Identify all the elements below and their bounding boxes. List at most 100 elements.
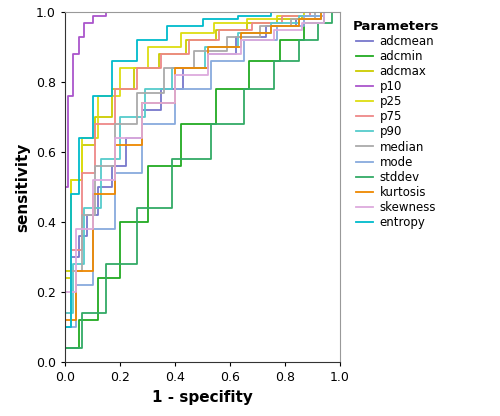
p10 xyxy=(186,10,192,15)
stddev xyxy=(208,157,214,162)
p75 xyxy=(68,310,73,315)
adcmean xyxy=(180,87,186,92)
p75 xyxy=(279,13,285,18)
Line: mode: mode xyxy=(65,12,340,362)
p90 xyxy=(62,310,68,315)
skewness xyxy=(238,38,244,43)
adcmean xyxy=(76,234,82,239)
adcmax xyxy=(318,13,324,18)
Line: p25: p25 xyxy=(65,12,340,362)
adcmin xyxy=(62,345,68,350)
stddev xyxy=(329,20,335,25)
adcmin xyxy=(178,164,184,169)
p75 xyxy=(158,52,164,57)
adcmax xyxy=(68,269,73,274)
adcmax xyxy=(78,143,84,148)
kurtosis xyxy=(296,17,302,22)
kurtosis xyxy=(337,10,343,15)
entropy xyxy=(200,24,205,29)
adcmean xyxy=(139,108,145,113)
mode xyxy=(274,24,280,29)
adcmax xyxy=(109,87,115,92)
Line: kurtosis: kurtosis xyxy=(65,12,340,362)
p25 xyxy=(144,45,150,50)
p25 xyxy=(337,10,343,15)
kurtosis xyxy=(139,143,145,148)
adcmean xyxy=(158,108,164,113)
adcmax xyxy=(156,66,162,71)
entropy xyxy=(109,59,115,64)
mode xyxy=(241,38,247,43)
adcmax xyxy=(92,143,98,148)
p75 xyxy=(92,122,98,127)
p75 xyxy=(307,13,313,18)
kurtosis xyxy=(90,192,96,197)
p10 xyxy=(90,20,96,25)
median xyxy=(68,324,73,329)
adcmin xyxy=(144,220,150,225)
skewness xyxy=(62,359,68,364)
entropy xyxy=(90,94,96,99)
p10 xyxy=(103,13,109,18)
mode xyxy=(139,122,145,127)
kurtosis xyxy=(318,10,324,15)
adcmin xyxy=(320,10,326,15)
mode xyxy=(62,324,68,329)
skewness xyxy=(172,73,178,78)
p25 xyxy=(301,10,307,15)
median xyxy=(78,269,84,274)
median xyxy=(288,17,294,22)
adcmean xyxy=(84,213,90,218)
kurtosis xyxy=(139,101,145,106)
p90 xyxy=(318,13,324,18)
adcmin xyxy=(301,38,307,43)
adcmean xyxy=(263,35,269,40)
skewness xyxy=(337,10,343,15)
stddev xyxy=(241,87,247,92)
p10 xyxy=(150,10,156,15)
entropy xyxy=(318,10,324,15)
skewness xyxy=(62,290,68,295)
skewness xyxy=(205,52,211,57)
stddev xyxy=(103,310,109,315)
median xyxy=(78,213,84,218)
adcmean xyxy=(109,185,115,190)
adcmean xyxy=(205,52,211,57)
entropy xyxy=(236,17,242,22)
adcmin xyxy=(246,59,252,64)
adcmean xyxy=(180,66,186,71)
p75 xyxy=(186,52,192,57)
adcmean xyxy=(122,136,128,141)
entropy xyxy=(236,13,242,18)
p90 xyxy=(202,45,208,50)
adcmin xyxy=(76,345,82,350)
stddev xyxy=(62,345,68,350)
p10 xyxy=(304,10,310,15)
mode xyxy=(112,227,117,232)
skewness xyxy=(298,27,304,32)
kurtosis xyxy=(172,66,178,71)
p75 xyxy=(92,171,98,176)
adcmin xyxy=(301,20,307,25)
p10 xyxy=(65,185,71,190)
p10 xyxy=(268,10,274,15)
median xyxy=(92,164,98,169)
adcmax xyxy=(244,27,250,32)
kurtosis xyxy=(73,269,79,274)
p25 xyxy=(274,17,280,22)
p25 xyxy=(117,94,123,99)
stddev xyxy=(134,262,140,267)
p25 xyxy=(210,20,216,25)
adcmin xyxy=(246,87,252,92)
adcmin xyxy=(276,38,282,43)
mode xyxy=(73,324,79,329)
adcmax xyxy=(298,17,304,22)
p75 xyxy=(134,87,140,92)
median xyxy=(134,122,140,127)
p75 xyxy=(216,27,222,32)
p10 xyxy=(268,10,274,15)
p90 xyxy=(169,66,175,71)
mode xyxy=(337,10,343,15)
p90 xyxy=(117,157,123,162)
p10 xyxy=(122,10,128,15)
